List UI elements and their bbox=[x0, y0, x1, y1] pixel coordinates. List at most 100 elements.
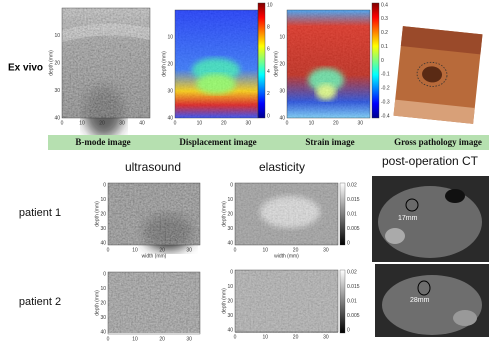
y-tick-label: 30 bbox=[167, 88, 173, 94]
row-label: patient 2 bbox=[19, 296, 61, 308]
y-axis-label: depth (mm) bbox=[94, 201, 100, 227]
y-tick-label: 30 bbox=[279, 88, 285, 94]
y-tick-label: 20 bbox=[167, 61, 173, 67]
colorbar-tick-label: -0.2 bbox=[381, 86, 390, 92]
caption: Gross pathology image bbox=[394, 137, 482, 147]
ct-patient-2 bbox=[375, 264, 489, 337]
y-axis-label: depth (mm) bbox=[48, 50, 54, 76]
colorbar-tick-label: 0.2 bbox=[381, 30, 388, 36]
elasticity-patient-2 bbox=[235, 270, 345, 333]
x-tick-label: 10 bbox=[132, 336, 138, 341]
colorbar-tick-label: 0.015 bbox=[347, 284, 360, 290]
elasticity-patient-1 bbox=[235, 183, 345, 245]
ultrasound-patient-2 bbox=[108, 272, 200, 333]
colorbar-tick-label: 2 bbox=[267, 91, 270, 97]
x-tick-label: 0 bbox=[174, 120, 177, 126]
y-tick-label: 10 bbox=[167, 34, 173, 40]
y-tick-label: 0 bbox=[230, 269, 233, 275]
x-tick-label: 0 bbox=[107, 247, 110, 253]
column-header: post-operation CT bbox=[382, 154, 479, 168]
colorbar-tick-label: 0 bbox=[267, 113, 270, 119]
x-tick-label: 30 bbox=[323, 247, 329, 253]
colorbar-tick-label: -0.4 bbox=[381, 113, 390, 119]
x-tick-label: 20 bbox=[221, 120, 227, 126]
ct-annotation: 17mm bbox=[398, 215, 418, 222]
ct-annotation: 28mm bbox=[410, 297, 430, 304]
x-tick-label: 30 bbox=[323, 334, 329, 340]
ct-patient-1 bbox=[372, 176, 489, 262]
y-tick-label: 20 bbox=[54, 60, 60, 66]
colorbar-tick-label: -0.3 bbox=[381, 99, 390, 105]
colorbar-tick-label: 8 bbox=[267, 25, 270, 31]
x-tick-label: 30 bbox=[186, 336, 192, 341]
x-tick-label: 10 bbox=[309, 120, 315, 126]
row-label: Ex vivo bbox=[8, 63, 43, 74]
x-tick-label: 20 bbox=[159, 336, 165, 341]
caption: B-mode image bbox=[75, 137, 130, 147]
row-label: patient 1 bbox=[19, 207, 61, 219]
colorbar-tick-label: 10 bbox=[267, 2, 273, 8]
x-tick-label: 0 bbox=[234, 334, 237, 340]
y-tick-label: 10 bbox=[100, 286, 106, 292]
y-tick-label: 40 bbox=[167, 115, 173, 121]
y-tick-label: 20 bbox=[100, 300, 106, 306]
x-tick-label: 10 bbox=[79, 120, 85, 126]
colorbar-tick-label: -0.1 bbox=[381, 72, 390, 78]
y-tick-label: 0 bbox=[103, 182, 106, 188]
y-tick-label: 40 bbox=[279, 115, 285, 121]
colorbar-tick-label: 0.1 bbox=[381, 44, 388, 50]
y-tick-label: 30 bbox=[100, 226, 106, 232]
colorbar-tick-label: 0.015 bbox=[347, 197, 360, 203]
y-tick-label: 30 bbox=[54, 88, 60, 94]
colorbar-tick-label: 6 bbox=[267, 47, 270, 53]
y-axis-label: depth (mm) bbox=[221, 201, 227, 227]
y-tick-label: 10 bbox=[227, 197, 233, 203]
colorbar-tick-label: 0.4 bbox=[381, 2, 388, 8]
strain-image bbox=[287, 3, 379, 118]
y-tick-label: 10 bbox=[279, 34, 285, 40]
y-tick-label: 40 bbox=[100, 329, 106, 335]
x-tick-label: 20 bbox=[99, 120, 105, 126]
y-axis-label: depth (mm) bbox=[221, 288, 227, 314]
caption: Strain image bbox=[305, 137, 354, 147]
y-tick-label: 10 bbox=[100, 197, 106, 203]
y-tick-label: 10 bbox=[227, 284, 233, 290]
y-tick-label: 40 bbox=[227, 240, 233, 246]
colorbar-tick-label: 0.02 bbox=[347, 269, 357, 275]
gross-pathology-photo bbox=[394, 26, 483, 124]
x-tick-label: 0 bbox=[61, 120, 64, 126]
colorbar-tick-label: 0.01 bbox=[347, 211, 357, 217]
y-tick-label: 20 bbox=[100, 211, 106, 217]
x-tick-label: 40 bbox=[139, 120, 145, 126]
y-tick-label: 40 bbox=[227, 327, 233, 333]
y-tick-label: 20 bbox=[279, 61, 285, 67]
y-tick-label: 0 bbox=[103, 271, 106, 277]
colorbar-tick-label: 0.3 bbox=[381, 16, 388, 22]
y-tick-label: 20 bbox=[227, 298, 233, 304]
x-tick-label: 10 bbox=[263, 247, 269, 253]
figure: Ex vivo01020304010203040depth (mm)010203… bbox=[0, 0, 489, 341]
x-tick-label: 10 bbox=[197, 120, 203, 126]
x-tick-label: 30 bbox=[186, 247, 192, 253]
y-axis-label: depth (mm) bbox=[273, 51, 279, 77]
colorbar-tick-label: 0.005 bbox=[347, 313, 360, 319]
x-tick-label: 30 bbox=[245, 120, 251, 126]
colorbar-tick-label: 0 bbox=[347, 327, 350, 333]
x-tick-label: 0 bbox=[234, 247, 237, 253]
y-tick-label: 40 bbox=[100, 240, 106, 246]
x-tick-label: 0 bbox=[286, 120, 289, 126]
displacement-image bbox=[175, 3, 265, 118]
x-axis-label: width (mm) bbox=[142, 253, 167, 259]
y-tick-label: 30 bbox=[100, 315, 106, 321]
colorbar-tick-label: 0 bbox=[347, 240, 350, 246]
page: {"ex_vivo": {"label": "Ex vivo", "captio… bbox=[0, 0, 489, 341]
y-tick-label: 10 bbox=[54, 33, 60, 39]
y-tick-label: 30 bbox=[227, 313, 233, 319]
colorbar-tick-label: 4 bbox=[267, 69, 270, 75]
y-axis-label: depth (mm) bbox=[94, 290, 100, 316]
ultrasound-patient-1 bbox=[108, 183, 200, 250]
y-tick-label: 20 bbox=[227, 211, 233, 217]
y-tick-label: 0 bbox=[230, 182, 233, 188]
y-axis-label: depth (mm) bbox=[161, 51, 167, 77]
y-tick-label: 40 bbox=[54, 115, 60, 121]
